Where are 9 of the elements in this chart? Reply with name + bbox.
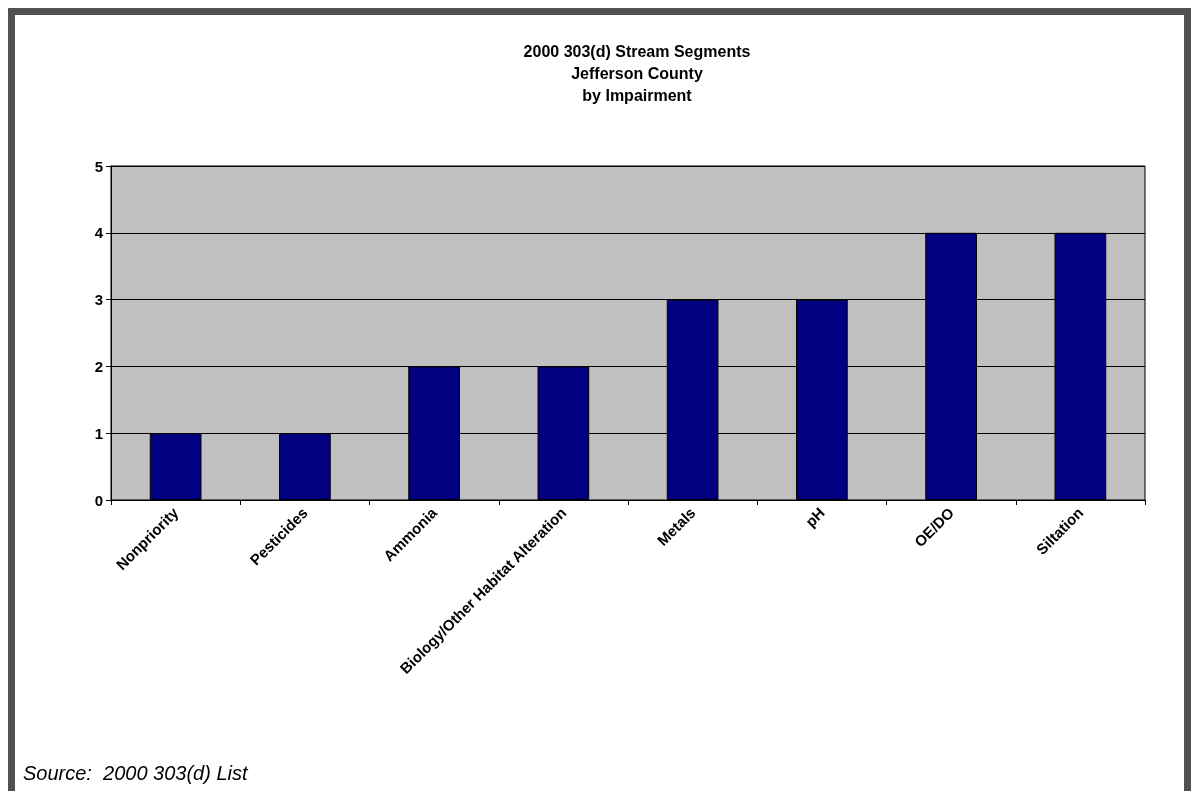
- y-tick-label: 3: [94, 291, 103, 309]
- source-note: Source: 2000 303(d) List: [23, 762, 250, 784]
- y-tick-label: 0: [94, 491, 103, 509]
- x-tick-label: pH: [801, 503, 828, 531]
- y-tick-label: 1: [94, 424, 103, 442]
- y-tick-label: 2: [94, 357, 103, 375]
- chart-title: 2000 303(d) Stream Segments Jefferson County by Impairment: [523, 42, 751, 104]
- y-tick-label: 5: [94, 157, 103, 175]
- y-tick-label: 4: [94, 224, 104, 242]
